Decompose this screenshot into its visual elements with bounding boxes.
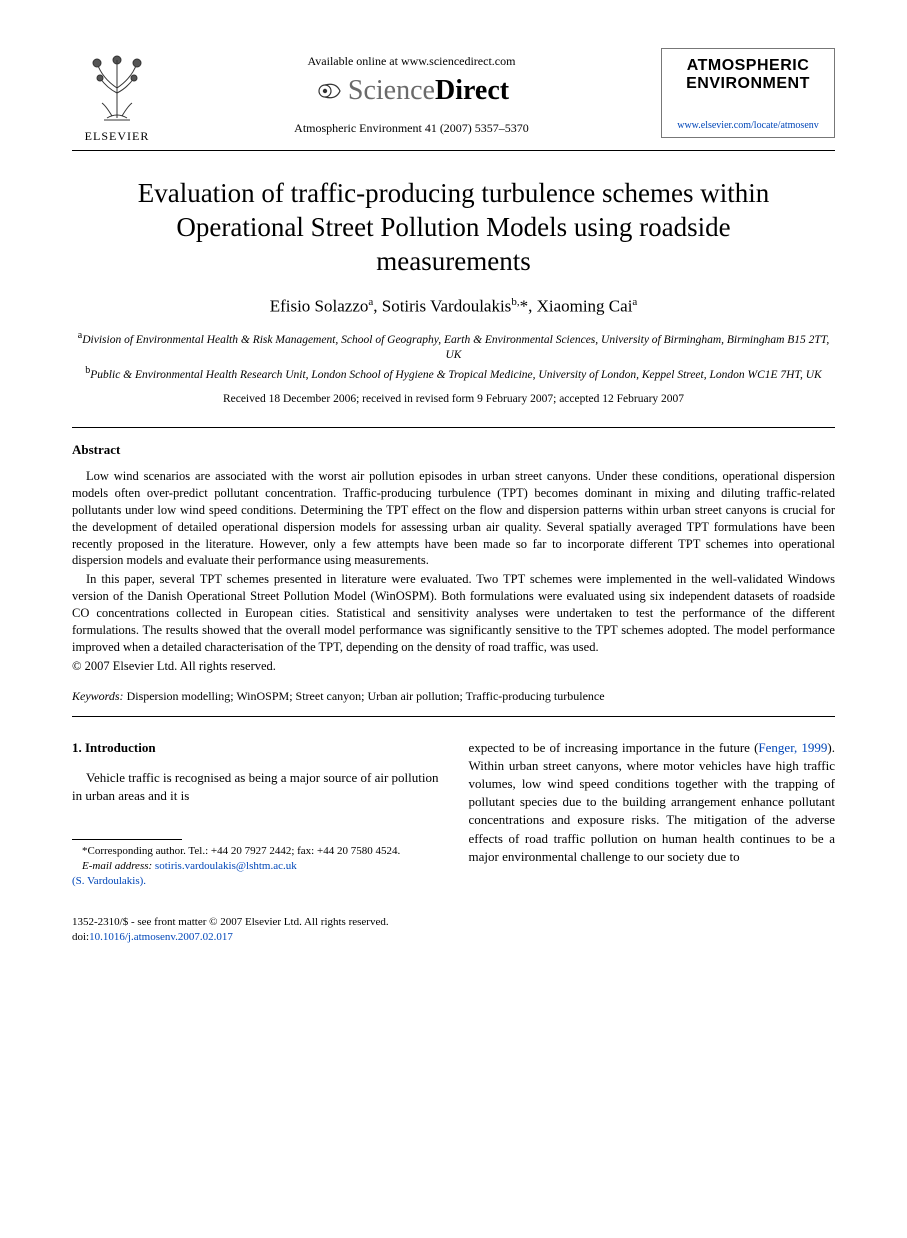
author-3: Xiaoming Cai xyxy=(537,297,633,316)
footnotes: *Corresponding author. Tel.: +44 20 7927… xyxy=(72,844,439,889)
authors-line: Efisio Solazzoa, Sotiris Vardoulakisb,*,… xyxy=(72,296,835,317)
journal-title-line1: ATMOSPHERIC xyxy=(687,57,810,74)
abstract-heading: Abstract xyxy=(72,442,835,458)
article-dates: Received 18 December 2006; received in r… xyxy=(72,393,835,405)
col2-para-1: expected to be of increasing importance … xyxy=(469,739,836,866)
sciencedirect-swirl-icon xyxy=(314,76,344,106)
sciencedirect-logo: ScienceDirect xyxy=(162,75,661,107)
abstract-paragraph-1: Low wind scenarios are associated with t… xyxy=(72,468,835,569)
sd-bold: Direct xyxy=(435,75,509,106)
journal-cover-box: ATMOSPHERIC ENVIRONMENT www.elsevier.com… xyxy=(661,48,835,138)
corresponding-email-name: (S. Vardoulakis). xyxy=(72,874,439,889)
page: ELSEVIER Available online at www.science… xyxy=(0,0,907,984)
abstract-paragraph-2: In this paper, several TPT schemes prese… xyxy=(72,571,835,655)
abstract-top-rule xyxy=(72,427,835,428)
column-left: 1. Introduction Vehicle traffic is recog… xyxy=(72,739,439,889)
journal-reference: Atmospheric Environment 41 (2007) 5357–5… xyxy=(162,121,661,136)
sd-light: Science xyxy=(348,75,435,106)
keywords-label: Keywords: xyxy=(72,689,124,703)
footnote-rule xyxy=(72,839,182,840)
journal-box-title: ATMOSPHERIC ENVIRONMENT xyxy=(668,57,828,92)
citation-fenger-1999[interactable]: Fenger, 1999 xyxy=(758,740,827,755)
keywords-list: Dispersion modelling; WinOSPM; Street ca… xyxy=(127,689,605,703)
corresponding-author-note: *Corresponding author. Tel.: +44 20 7927… xyxy=(72,844,439,859)
footer-block: 1352-2310/$ - see front matter © 2007 El… xyxy=(72,915,835,945)
col2-text-pre: expected to be of increasing importance … xyxy=(469,740,759,755)
abstract-body: Low wind scenarios are associated with t… xyxy=(72,468,835,675)
col2-text-post: ). Within urban street canyons, where mo… xyxy=(469,740,836,864)
elsevier-tree-icon xyxy=(82,48,152,122)
elsevier-label: ELSEVIER xyxy=(72,129,162,144)
sciencedirect-text: ScienceDirect xyxy=(348,75,509,107)
article-title: Evaluation of traffic-producing turbulen… xyxy=(96,177,811,278)
abstract-bottom-rule xyxy=(72,716,835,717)
column-right: expected to be of increasing importance … xyxy=(469,739,836,889)
center-header: Available online at www.sciencedirect.co… xyxy=(162,48,661,136)
copyright-line: © 2007 Elsevier Ltd. All rights reserved… xyxy=(72,658,835,675)
header-rule xyxy=(72,150,835,151)
doi-link[interactable]: 10.1016/j.atmosenv.2007.02.017 xyxy=(89,931,233,943)
affiliation-b: Public & Environmental Health Research U… xyxy=(90,369,821,381)
available-online-text: Available online at www.sciencedirect.co… xyxy=(162,54,661,69)
email-label: E-mail address: xyxy=(82,860,152,872)
front-matter-line: 1352-2310/$ - see front matter © 2007 El… xyxy=(72,915,835,930)
section-1-heading: 1. Introduction xyxy=(72,739,439,757)
journal-homepage-link[interactable]: www.elsevier.com/locate/atmosenv xyxy=(668,120,828,131)
affiliations: aDivision of Environmental Health & Risk… xyxy=(72,329,835,383)
header-row: ELSEVIER Available online at www.science… xyxy=(72,48,835,144)
author-1: Efisio Solazzo xyxy=(270,297,369,316)
keywords-block: Keywords: Dispersion modelling; WinOSPM;… xyxy=(72,689,835,704)
corresponding-email-link[interactable]: sotiris.vardoulakis@lshtm.ac.uk xyxy=(155,860,297,872)
affiliation-a: Division of Environmental Health & Risk … xyxy=(82,334,829,362)
author-2: Sotiris Vardoulakis xyxy=(382,297,512,316)
journal-title-line2: ENVIRONMENT xyxy=(686,75,810,92)
body-columns: 1. Introduction Vehicle traffic is recog… xyxy=(72,739,835,889)
col1-para-1: Vehicle traffic is recognised as being a… xyxy=(72,769,439,805)
elsevier-logo-block: ELSEVIER xyxy=(72,48,162,144)
doi-label: doi: xyxy=(72,931,89,943)
